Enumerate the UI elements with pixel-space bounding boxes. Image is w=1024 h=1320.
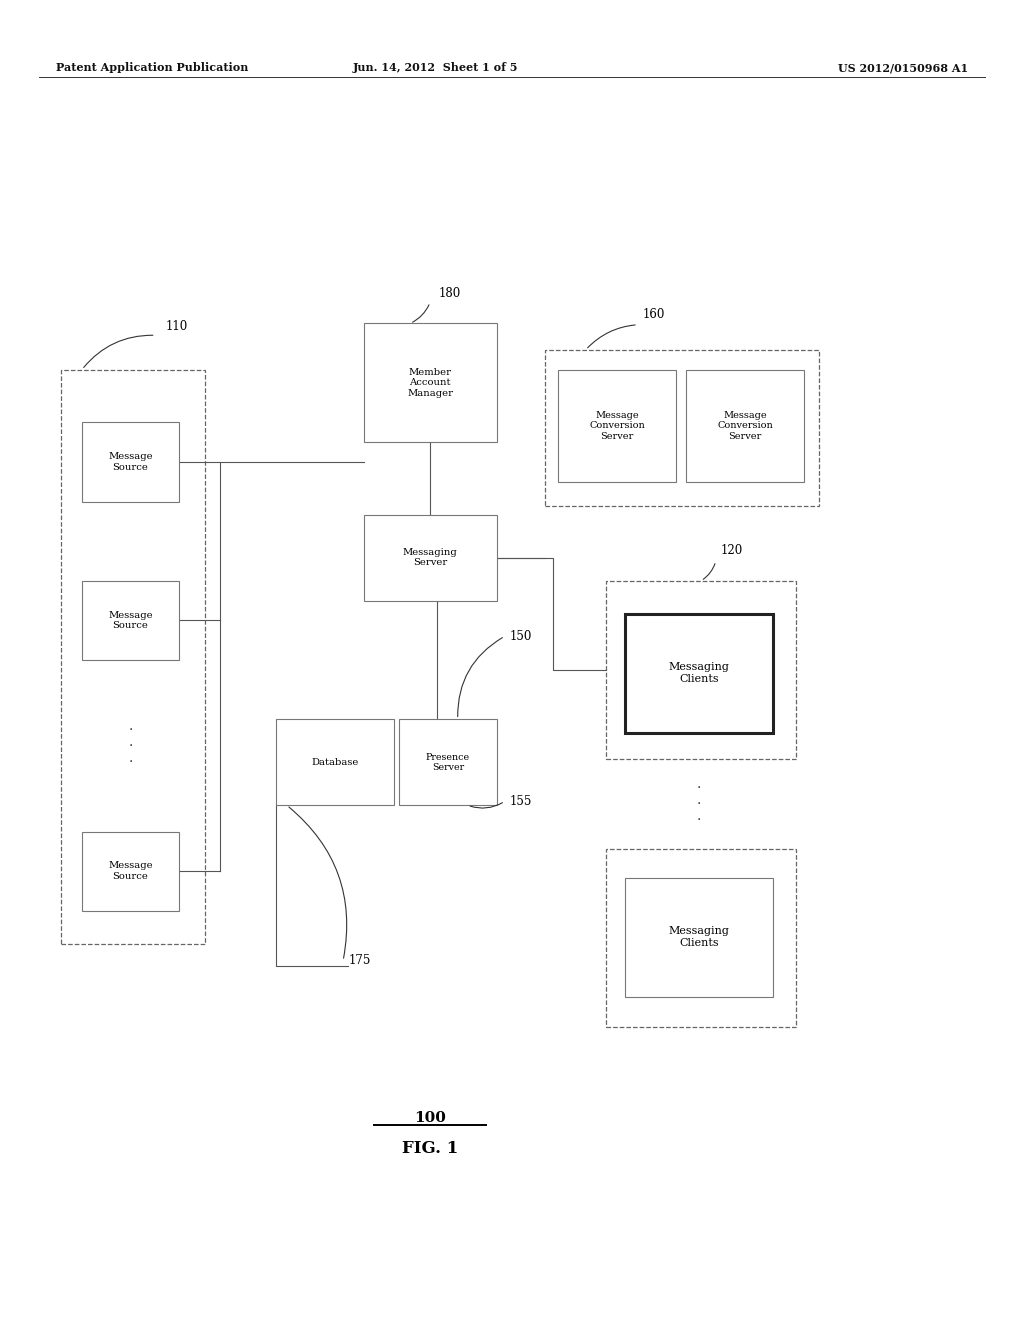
Text: 155: 155: [510, 795, 532, 808]
Bar: [61, 370, 205, 944]
Text: US 2012/0150968 A1: US 2012/0150968 A1: [838, 62, 968, 73]
Bar: [606, 849, 796, 1027]
Text: Message
Conversion
Server: Message Conversion Server: [589, 411, 645, 441]
Bar: [364, 323, 497, 442]
Text: FIG. 1: FIG. 1: [402, 1140, 458, 1158]
Bar: [82, 581, 179, 660]
Bar: [625, 614, 773, 733]
Text: Message
Source: Message Source: [109, 453, 153, 471]
Text: Presence
Server: Presence Server: [426, 752, 470, 772]
Bar: [276, 719, 394, 805]
Text: 120: 120: [721, 544, 743, 557]
Bar: [558, 370, 676, 482]
Text: Member
Account
Manager: Member Account Manager: [408, 368, 453, 397]
Text: Database: Database: [311, 758, 359, 767]
Bar: [545, 350, 819, 506]
Text: Jun. 14, 2012  Sheet 1 of 5: Jun. 14, 2012 Sheet 1 of 5: [352, 62, 518, 73]
Bar: [399, 719, 497, 805]
Bar: [82, 422, 179, 502]
Text: 160: 160: [643, 308, 666, 321]
Text: Messaging
Clients: Messaging Clients: [669, 663, 729, 684]
Text: 175: 175: [348, 954, 371, 968]
Bar: [364, 515, 497, 601]
Text: ·
·
·: · · ·: [128, 722, 133, 770]
Text: Messaging
Clients: Messaging Clients: [669, 927, 729, 948]
Text: Patent Application Publication: Patent Application Publication: [56, 62, 249, 73]
Text: Message
Source: Message Source: [109, 611, 153, 630]
Text: Message
Conversion
Server: Message Conversion Server: [717, 411, 773, 441]
Bar: [82, 832, 179, 911]
Text: Messaging
Server: Messaging Server: [402, 548, 458, 568]
Text: 150: 150: [510, 630, 532, 643]
Text: 110: 110: [166, 319, 188, 333]
Bar: [686, 370, 804, 482]
Text: 180: 180: [438, 286, 461, 300]
Bar: [606, 581, 796, 759]
Bar: [625, 878, 773, 997]
Text: ·
·
·: · · ·: [696, 780, 701, 828]
Text: 100: 100: [414, 1110, 446, 1125]
Text: Message
Source: Message Source: [109, 862, 153, 880]
